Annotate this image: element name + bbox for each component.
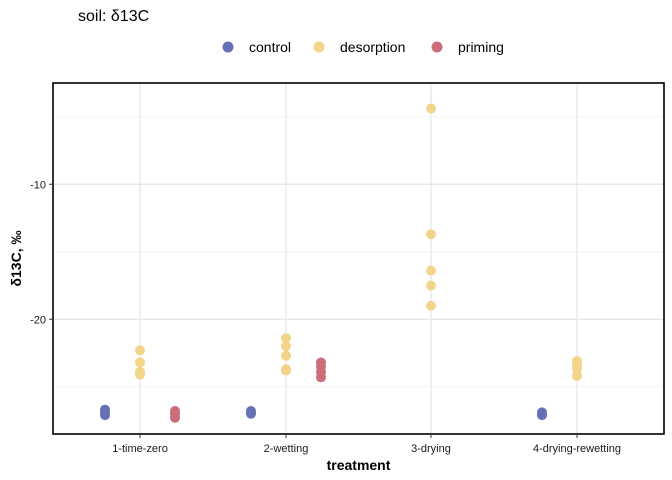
data-points xyxy=(100,103,582,423)
y-tick-label: -20 xyxy=(30,314,46,326)
legend-key-control xyxy=(222,41,234,53)
desorption-point xyxy=(572,370,582,381)
desorption-point xyxy=(135,345,145,356)
legend-label-priming: priming xyxy=(458,39,504,55)
y-tick-label: -10 xyxy=(30,179,46,191)
control-point xyxy=(100,410,110,421)
desorption-point xyxy=(135,369,145,380)
grid xyxy=(53,83,664,434)
x-tick-label: 3-drying xyxy=(411,443,451,455)
desorption-point xyxy=(281,350,291,361)
x-tick-label: 2-wetting xyxy=(264,443,309,455)
legend: control desorption priming xyxy=(222,39,504,55)
x-axis-ticks: 1-time-zero 2-wetting 3-drying 4-drying-rew… xyxy=(112,434,621,455)
desorption-point xyxy=(135,357,145,368)
x-tick-label: 4-drying-rewetting xyxy=(533,443,621,455)
desorption-point xyxy=(426,265,436,276)
legend-key-desorption xyxy=(313,41,325,53)
legend-label-control: control xyxy=(249,39,291,55)
priming-point xyxy=(170,412,180,423)
desorption-point xyxy=(426,229,436,240)
legend-key-priming xyxy=(431,41,443,53)
y-axis-ticks: -10 -20 xyxy=(30,179,53,326)
desorption-point xyxy=(426,300,436,311)
control-point xyxy=(537,410,547,421)
desorption-point xyxy=(426,280,436,291)
legend-label-desorption: desorption xyxy=(340,39,405,55)
desorption-point xyxy=(281,365,291,376)
plot-border xyxy=(52,82,665,435)
y-axis-title: δ13C, ‰ xyxy=(8,231,24,287)
desorption-point xyxy=(426,103,436,114)
x-tick-label: 1-time-zero xyxy=(112,443,168,455)
desorption-point xyxy=(281,333,291,344)
x-axis-title: treatment xyxy=(327,457,391,473)
chart-title: soil: δ13C xyxy=(78,8,149,25)
control-point xyxy=(246,408,256,419)
desorption-point xyxy=(281,341,291,352)
priming-point xyxy=(316,372,326,383)
